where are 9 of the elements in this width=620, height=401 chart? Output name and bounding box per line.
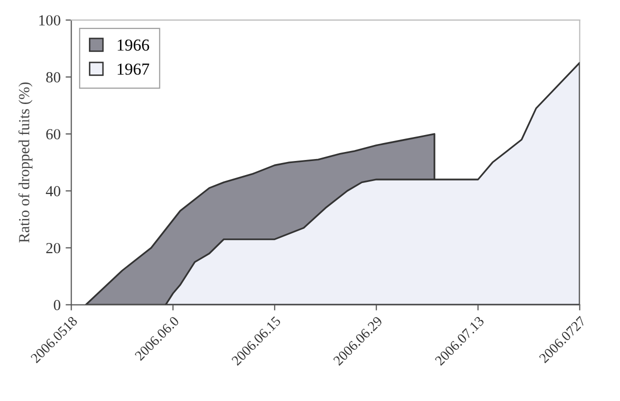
y-tick-label: 20 <box>46 242 60 254</box>
y-tick-label: 60 <box>46 129 60 140</box>
y-tick-label: 40 <box>46 186 60 196</box>
y-axis-title: Ratio of dropped fuits (%) <box>18 82 32 243</box>
legend-label: 1966 <box>118 40 150 51</box>
legend-label: 1967 <box>118 64 150 75</box>
y-tick-label: 0 <box>54 300 60 310</box>
y-tick-label: 100 <box>39 15 60 26</box>
y-tick-label: 80 <box>46 72 60 82</box>
